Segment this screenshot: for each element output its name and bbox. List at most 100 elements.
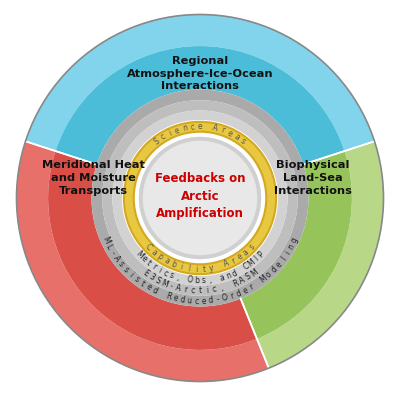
Text: c: c bbox=[162, 268, 169, 278]
Text: M: M bbox=[249, 267, 260, 279]
Text: ,: , bbox=[208, 276, 212, 285]
Text: Biophysical
Land-Sea
Interactions: Biophysical Land-Sea Interactions bbox=[274, 160, 352, 196]
Text: e: e bbox=[226, 128, 234, 138]
Text: r: r bbox=[229, 291, 235, 301]
Wedge shape bbox=[26, 15, 374, 151]
Text: d: d bbox=[230, 268, 239, 278]
Text: s: s bbox=[247, 242, 256, 251]
Text: n: n bbox=[181, 124, 188, 133]
Wedge shape bbox=[48, 151, 257, 350]
Text: r: r bbox=[183, 285, 188, 294]
Text: M: M bbox=[258, 274, 269, 285]
Text: M: M bbox=[246, 257, 257, 268]
Text: -: - bbox=[216, 295, 220, 304]
Text: e: e bbox=[198, 122, 202, 131]
Wedge shape bbox=[139, 137, 261, 259]
Text: d: d bbox=[151, 286, 159, 296]
Text: Feedbacks on
Arctic
Amplification: Feedbacks on Arctic Amplification bbox=[155, 172, 245, 220]
Wedge shape bbox=[92, 89, 308, 307]
Text: o: o bbox=[264, 270, 274, 280]
Text: O: O bbox=[187, 276, 194, 285]
Text: r: r bbox=[248, 283, 255, 292]
Text: Regional
Atmosphere-Ice-Ocean
Interactions: Regional Atmosphere-Ice-Ocean Interactio… bbox=[127, 56, 273, 91]
Text: e: e bbox=[201, 297, 206, 306]
Text: t: t bbox=[202, 265, 206, 274]
Text: R: R bbox=[164, 291, 172, 301]
Text: e: e bbox=[274, 260, 284, 269]
Text: e: e bbox=[144, 282, 153, 292]
Text: a: a bbox=[162, 256, 171, 266]
Text: t: t bbox=[198, 286, 202, 295]
Text: O: O bbox=[221, 293, 229, 303]
Text: n: n bbox=[286, 242, 296, 251]
Text: e: e bbox=[139, 254, 148, 264]
Text: r: r bbox=[230, 256, 237, 266]
Text: t: t bbox=[138, 279, 146, 288]
Text: L: L bbox=[104, 242, 114, 250]
Text: s: s bbox=[116, 260, 126, 269]
Text: ,: , bbox=[220, 284, 224, 293]
Text: A: A bbox=[175, 283, 182, 293]
Text: a: a bbox=[219, 273, 226, 283]
Text: b: b bbox=[170, 259, 178, 269]
Wedge shape bbox=[56, 46, 344, 164]
Text: i: i bbox=[156, 266, 163, 275]
Text: l: l bbox=[187, 264, 190, 273]
Text: r: r bbox=[150, 262, 158, 272]
Text: g: g bbox=[289, 236, 299, 244]
Text: A: A bbox=[238, 276, 246, 286]
Text: c: c bbox=[194, 297, 199, 306]
Text: 3: 3 bbox=[147, 272, 156, 282]
Text: p: p bbox=[156, 252, 165, 262]
Text: S: S bbox=[152, 136, 162, 146]
Text: C: C bbox=[143, 242, 154, 252]
Wedge shape bbox=[102, 100, 298, 296]
Text: i: i bbox=[127, 270, 135, 279]
Text: c: c bbox=[212, 285, 217, 294]
Text: n: n bbox=[225, 271, 232, 281]
Text: r: r bbox=[220, 126, 226, 135]
Text: A: A bbox=[222, 259, 230, 269]
Text: s: s bbox=[132, 274, 141, 284]
Text: i: i bbox=[195, 265, 198, 274]
Text: t: t bbox=[145, 259, 153, 268]
Text: i: i bbox=[206, 286, 209, 295]
Wedge shape bbox=[112, 110, 288, 286]
Text: s: s bbox=[239, 137, 247, 146]
Text: s: s bbox=[201, 276, 206, 286]
Text: b: b bbox=[194, 276, 199, 286]
Text: E: E bbox=[141, 268, 150, 278]
Text: ,: , bbox=[175, 273, 180, 282]
Text: A: A bbox=[212, 124, 219, 133]
Text: Meridional Heat
and Moisture
Transports: Meridional Heat and Moisture Transports bbox=[42, 160, 145, 196]
Wedge shape bbox=[139, 137, 261, 259]
Text: M: M bbox=[100, 235, 111, 245]
Text: e: e bbox=[172, 293, 178, 303]
Text: d: d bbox=[179, 295, 185, 305]
Text: S: S bbox=[154, 276, 162, 286]
Text: c: c bbox=[159, 132, 168, 142]
Text: C: C bbox=[241, 262, 251, 272]
Text: S: S bbox=[244, 272, 253, 282]
Text: c: c bbox=[190, 122, 195, 132]
Wedge shape bbox=[241, 151, 352, 339]
Text: M: M bbox=[134, 249, 145, 260]
Text: e: e bbox=[236, 252, 244, 262]
Text: u: u bbox=[186, 296, 192, 305]
Text: i: i bbox=[167, 129, 173, 138]
Text: -: - bbox=[108, 249, 117, 256]
Text: d: d bbox=[269, 265, 279, 274]
Text: c: c bbox=[190, 286, 195, 295]
Text: -: - bbox=[169, 282, 174, 291]
Wedge shape bbox=[124, 122, 276, 274]
Text: s: s bbox=[121, 265, 130, 274]
Text: d: d bbox=[235, 289, 243, 299]
Text: e: e bbox=[174, 126, 181, 135]
Text: l: l bbox=[279, 255, 288, 262]
Text: e: e bbox=[241, 286, 249, 296]
Text: y: y bbox=[208, 263, 214, 273]
Text: P: P bbox=[256, 249, 266, 259]
Text: A: A bbox=[111, 254, 122, 263]
Wedge shape bbox=[257, 141, 384, 368]
Text: i: i bbox=[283, 249, 292, 256]
